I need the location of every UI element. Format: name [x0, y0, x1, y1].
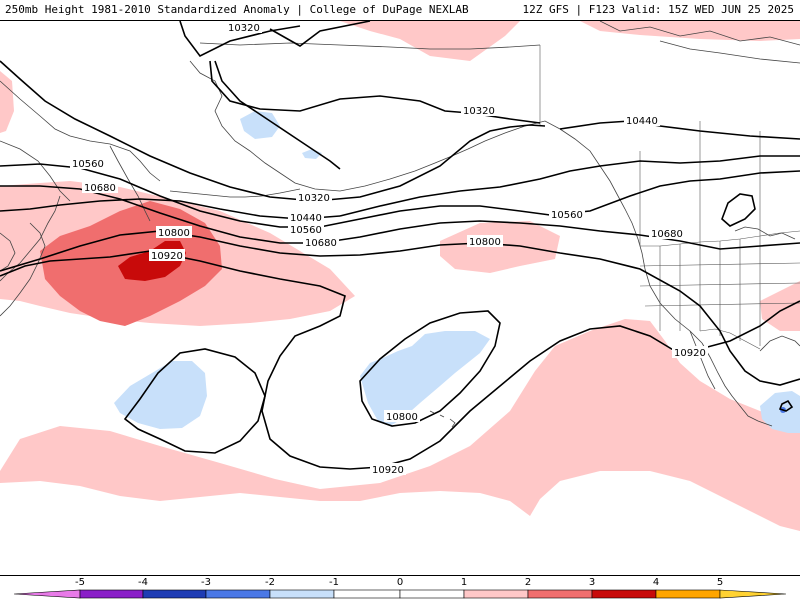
colorbar-tick-label: 3: [588, 577, 596, 588]
colorbar-swatch: [527, 589, 593, 599]
contour-label: 10320: [463, 106, 495, 117]
contour-10440-mid: [339, 155, 800, 217]
contour-label: 10680: [651, 229, 683, 240]
hudson-bay: [659, 40, 800, 64]
contour-label: 10920: [674, 348, 706, 359]
hawaii-2: [439, 414, 445, 418]
korea-coast: [0, 232, 16, 272]
alaska-north-coast: [199, 42, 541, 50]
contour-10320-main: [0, 60, 546, 202]
contour-10560-main: [0, 163, 800, 228]
hawaii-islands: [429, 410, 456, 428]
colorbar-tick-label: -2: [265, 577, 275, 588]
state-lines-8: [639, 282, 800, 287]
colorbar-swatch: [655, 589, 721, 599]
neg-anomaly-west-low: [114, 361, 207, 429]
pos-anomaly-north-central: [340, 21, 520, 61]
colorbar-tick-label: -1: [329, 577, 339, 588]
contour-10920-mexico: [778, 399, 794, 412]
colorbar-tick-label: 4: [652, 577, 660, 588]
contour-10440-east: [559, 120, 800, 140]
contour-10560-ring: [721, 193, 756, 227]
contour-10440-west: [0, 198, 341, 220]
colorbar-swatch: [399, 589, 465, 599]
colorbar-swatch: [13, 589, 81, 599]
contour-label: 10920: [372, 465, 404, 476]
aleutians: [169, 188, 301, 198]
colorbar-swatch: [333, 589, 401, 599]
pos-anomaly-east-coast-strip: [760, 281, 800, 331]
contour-label: 10800: [469, 237, 501, 248]
contour-10320-north: [179, 21, 341, 170]
hawaii-1: [429, 410, 435, 414]
colorbar: [13, 589, 787, 599]
colorbar-tick-label: 0: [396, 577, 404, 588]
contour-label: 10320: [298, 193, 330, 204]
contour-label-group: 10320 10320 10320 10440 10440 10560 1056…: [70, 21, 708, 476]
contour-label: 10680: [305, 238, 337, 249]
baja-coast: [701, 342, 773, 427]
colorbar-tick-label: 5: [716, 577, 724, 588]
colorbar-swatch: [79, 589, 144, 599]
map-panel: 10320 10320 10320 10440 10440 10560 1056…: [0, 20, 800, 576]
contour-10320-top: [269, 21, 371, 47]
okhotsk-coast: [0, 140, 71, 202]
map-title: 250mb Height 1981-2010 Standardized Anom…: [5, 3, 469, 16]
contour-label: 10680: [84, 183, 116, 194]
pos-anomaly-ne-top: [580, 21, 800, 41]
model-valid-time: 12Z GFS | F123 Valid: 15Z WED JUN 25 202…: [522, 3, 794, 16]
colorbar-swatch: [269, 589, 335, 599]
contour-label: 10320: [228, 23, 260, 34]
colorbar-tick-label: 1: [460, 577, 468, 588]
contour-label: 10560: [551, 210, 583, 221]
us-mexico-border: [699, 328, 761, 350]
contour-label: 10800: [386, 412, 418, 423]
colorbar-swatch: [719, 589, 787, 599]
colorbar-tick-label: -3: [201, 577, 211, 588]
colorbar-swatch: [142, 589, 207, 599]
contour-label: 10920: [151, 251, 183, 262]
map-svg: 10320 10320 10320 10440 10440 10560 1056…: [0, 21, 800, 531]
contour-10800-central-low: [359, 310, 501, 427]
state-lines-7: [639, 262, 800, 267]
anomaly-shading-negative: [114, 111, 800, 433]
pos-anomaly-southern-band: [0, 319, 800, 531]
colorbar-swatch: [205, 589, 271, 599]
japan-north: [0, 222, 46, 317]
baja-peninsula: [689, 330, 716, 390]
contour-label: 10800: [158, 228, 190, 239]
bc-coast: [559, 128, 703, 344]
colorbar-tick-label: -4: [138, 577, 148, 588]
contour-label: 10440: [290, 213, 322, 224]
contour-label: 10440: [626, 116, 658, 127]
arctic-islands: [599, 21, 800, 46]
colorbar-tick-label: 2: [524, 577, 532, 588]
state-lines-9: [644, 302, 800, 307]
contour-label: 10560: [72, 159, 104, 170]
height-contours: [0, 21, 800, 470]
neg-anomaly-central-low: [360, 331, 490, 426]
colorbar-swatch: [591, 589, 657, 599]
colorbar-tick-label: -5: [75, 577, 85, 588]
header-bar: 250mb Height 1981-2010 Standardized Anom…: [0, 0, 800, 20]
political-borders: [539, 45, 800, 350]
pos-anomaly-nw-corner: [0, 71, 14, 133]
hawaii-3: [449, 418, 456, 428]
coastlines: [0, 21, 800, 427]
contour-label: 10560: [290, 225, 322, 236]
gulf-coast: [759, 335, 800, 352]
alaska-west-coast: [189, 60, 561, 192]
siberia-coast: [0, 80, 161, 182]
neg-anomaly-mexico: [760, 391, 800, 433]
kamchatka-coast: [109, 145, 151, 222]
neg-anomaly-alaska: [240, 111, 280, 139]
great-lakes: [734, 226, 796, 240]
colorbar-swatch: [463, 589, 529, 599]
